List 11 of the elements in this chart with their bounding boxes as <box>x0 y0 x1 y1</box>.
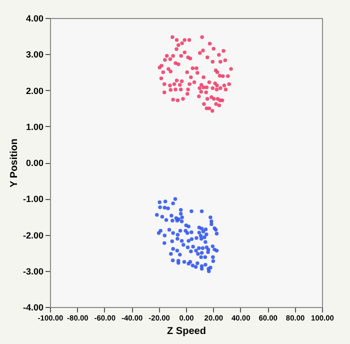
y-tick-label: 2.00 <box>26 86 44 96</box>
y-tick-label: 0.00 <box>26 158 44 168</box>
y-tick-label: -2.00 <box>22 230 44 240</box>
x-axis-title: Z Speed <box>167 326 206 337</box>
y-tick-label: -3.00 <box>22 266 44 276</box>
y-tick-label: 3.00 <box>26 50 44 60</box>
y-tick-label: -1.00 <box>22 194 44 204</box>
y-axis-title: Y Position <box>8 138 20 188</box>
y-tick-label: 1.00 <box>26 122 44 132</box>
y-tick-label: -4.00 <box>22 302 44 312</box>
y-tick-label: 4.00 <box>26 14 44 24</box>
